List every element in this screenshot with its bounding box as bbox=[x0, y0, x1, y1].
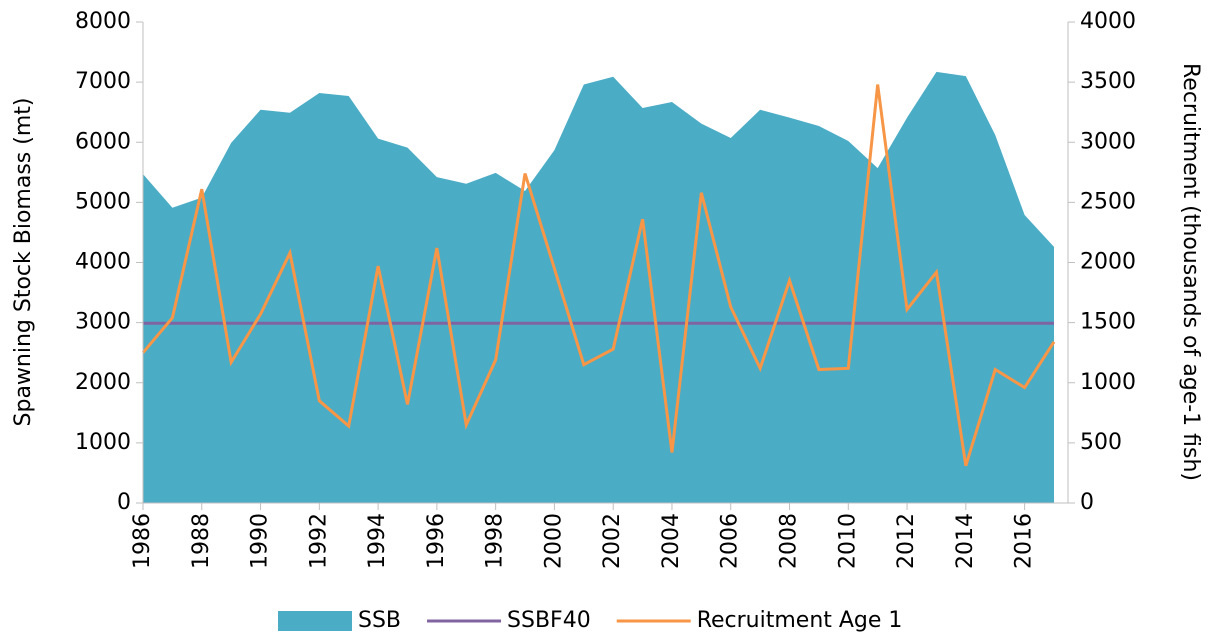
x-tick-label: 2006 bbox=[718, 513, 743, 569]
x-tick-label: 2002 bbox=[600, 513, 625, 569]
x-tick-label: 1990 bbox=[248, 513, 273, 569]
x-tick-label: 2016 bbox=[1012, 513, 1037, 569]
x-tick-label: 2004 bbox=[659, 513, 684, 569]
y2-tick-label: 2500 bbox=[1080, 189, 1136, 214]
x-tick-label: 1988 bbox=[189, 513, 214, 569]
y2-tick-label: 1000 bbox=[1080, 370, 1136, 395]
y-tick-label: 0 bbox=[117, 490, 131, 515]
y2-tick-label: 4000 bbox=[1080, 9, 1136, 34]
y-tick-label: 7000 bbox=[75, 69, 131, 94]
x-tick-label: 1994 bbox=[365, 513, 390, 569]
x-tick-label: 1986 bbox=[130, 513, 155, 569]
y-tick-label: 8000 bbox=[75, 9, 131, 34]
legend-label: SSB bbox=[358, 608, 401, 633]
x-tick-label: 2000 bbox=[541, 513, 566, 569]
legend-swatch bbox=[278, 611, 352, 631]
y2-tick-label: 0 bbox=[1080, 490, 1094, 515]
y2-axis-title: Recruitment (thousands of age-1 fish) bbox=[1178, 63, 1203, 481]
y-tick-label: 6000 bbox=[75, 129, 131, 154]
x-tick-label: 2010 bbox=[835, 513, 860, 569]
x-tick-label: 1998 bbox=[483, 513, 508, 569]
y-tick-label: 5000 bbox=[75, 189, 131, 214]
y-axis-title: Spawning Stock Biomass (mt) bbox=[11, 98, 36, 427]
y2-tick-label: 500 bbox=[1080, 430, 1122, 455]
y2-tick-label: 1500 bbox=[1080, 310, 1136, 335]
x-tick-label: 2012 bbox=[894, 513, 919, 569]
y-tick-label: 3000 bbox=[75, 310, 131, 335]
area bbox=[143, 71, 1054, 503]
y2-tick-label: 3000 bbox=[1080, 129, 1136, 154]
y-tick-label: 4000 bbox=[75, 250, 131, 275]
x-tick-label: 1996 bbox=[424, 513, 449, 569]
y2-tick-label: 2000 bbox=[1080, 250, 1136, 275]
x-tick-label: 2008 bbox=[777, 513, 802, 569]
legend-label: SSBF40 bbox=[507, 608, 591, 633]
legend-label: Recruitment Age 1 bbox=[697, 608, 903, 633]
y2-tick-label: 3500 bbox=[1080, 69, 1136, 94]
x-tick-label: 2014 bbox=[953, 513, 978, 569]
line bbox=[141, 84, 1056, 467]
y-tick-label: 1000 bbox=[75, 430, 131, 455]
y-tick-label: 2000 bbox=[75, 370, 131, 395]
x-tick-label: 1992 bbox=[306, 513, 331, 569]
